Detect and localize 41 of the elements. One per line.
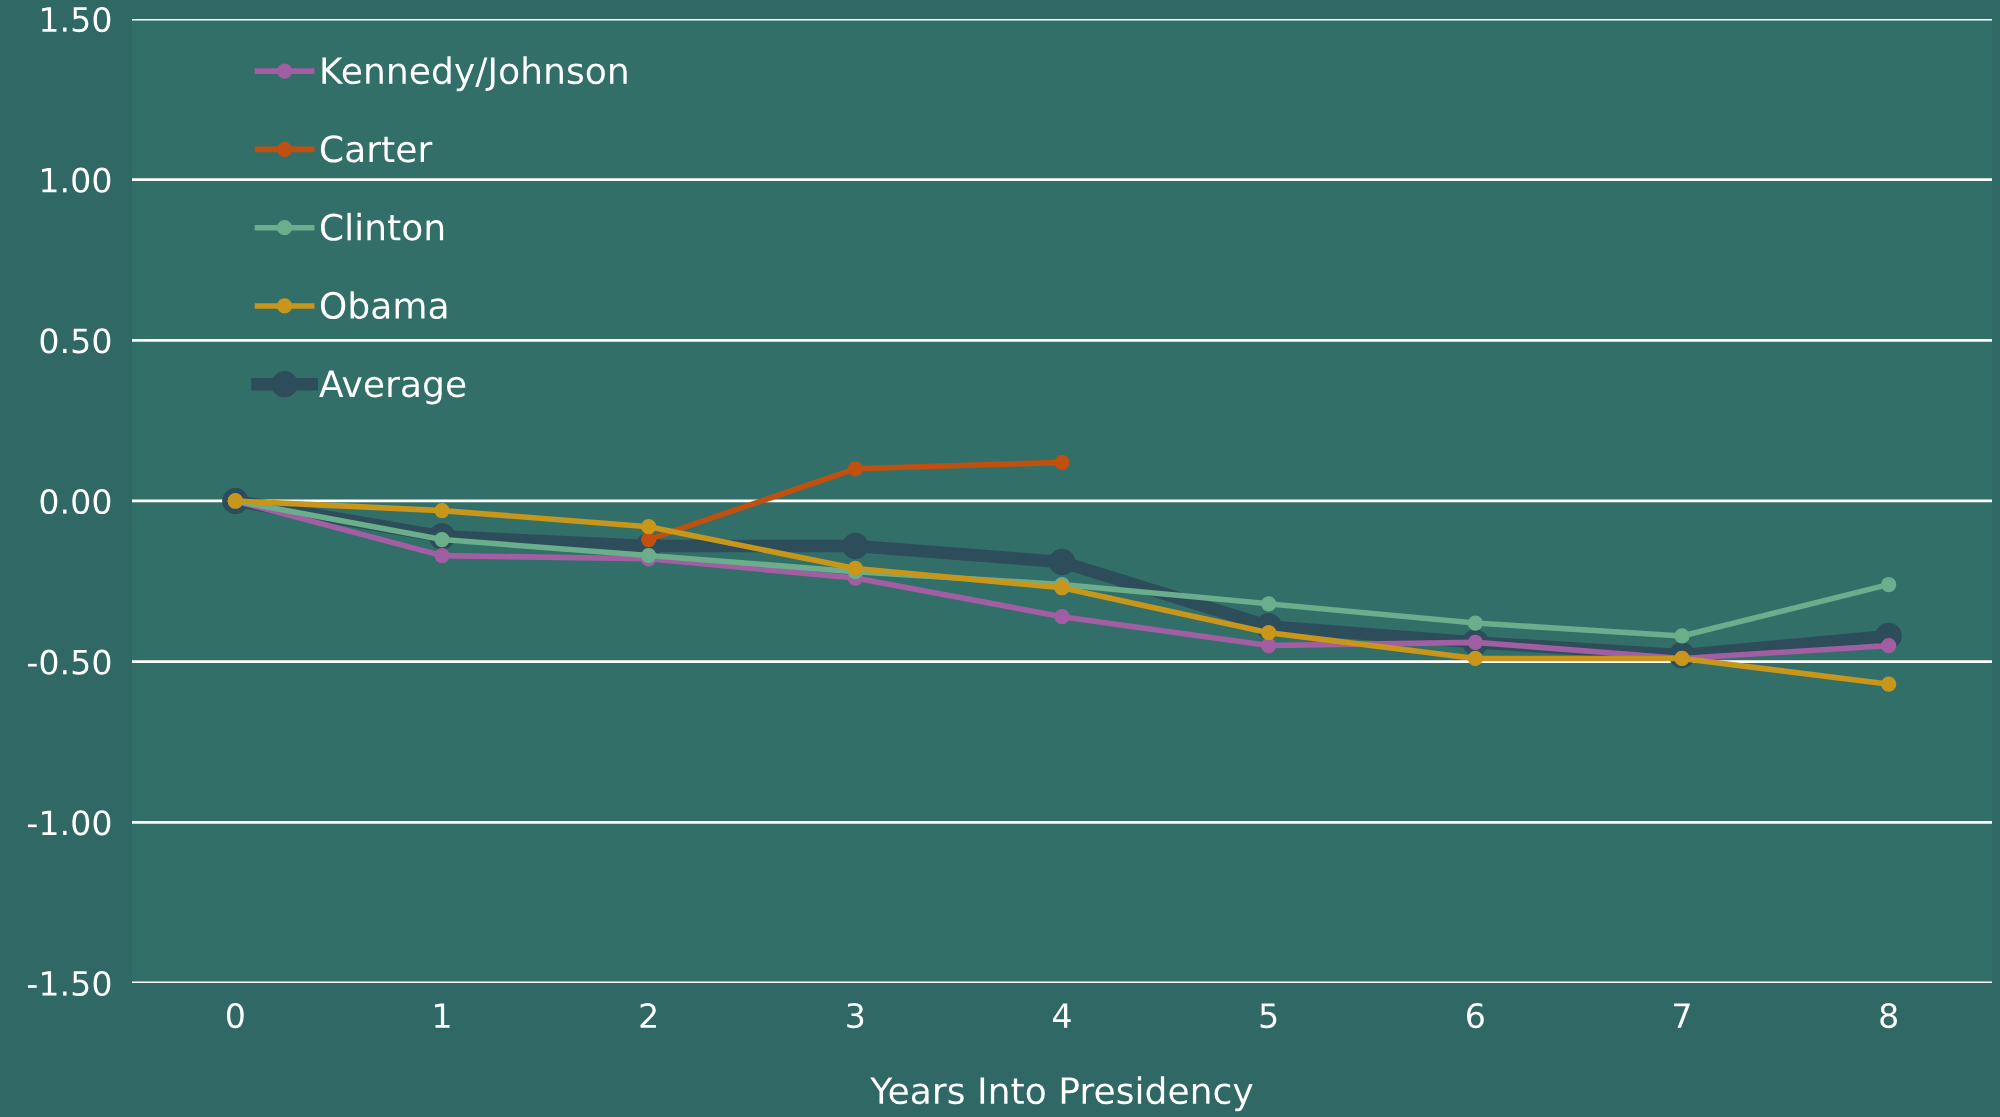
point: [1881, 576, 1897, 593]
x-tick-label: 3: [847, 1002, 864, 1029]
y-tick-label: 0.50: [40, 328, 111, 354]
point: [1674, 628, 1690, 644]
point: [434, 502, 450, 519]
point: [1467, 615, 1483, 631]
point: [1467, 650, 1483, 667]
y-tick-label: -1.00: [27, 810, 111, 836]
legend-label: Average: [319, 370, 466, 405]
x-tick-label: 1: [435, 1003, 450, 1028]
legend-label: Clinton: [320, 212, 444, 241]
y-tick-label: 1.00: [42, 167, 111, 193]
point: [1881, 676, 1897, 692]
y-tick-label: -1.50: [27, 970, 111, 997]
point: [842, 532, 869, 560]
point: [847, 461, 863, 477]
y-tick-label: 1.50: [42, 6, 111, 33]
point: [1054, 609, 1070, 625]
legend-label: Kennedy/Johnson: [322, 56, 627, 92]
point: [1054, 454, 1070, 471]
y-tick-label: -0.50: [27, 649, 111, 675]
point: [1261, 596, 1277, 612]
point: [434, 547, 450, 564]
point: [847, 560, 863, 577]
x-tick-label: 4: [1053, 1003, 1071, 1028]
point: [1054, 580, 1070, 596]
point: [1261, 637, 1277, 654]
x-tick-label: 2: [640, 1002, 656, 1028]
point: [1048, 548, 1076, 576]
x-tick-label: 6: [1467, 1002, 1484, 1029]
x-tick-label: 0: [226, 1002, 244, 1029]
legend-label: Obama: [320, 291, 447, 320]
legend-label: Carter: [320, 135, 433, 163]
x-tick-label: 8: [1880, 1002, 1897, 1029]
point: [641, 547, 657, 564]
y-tick-label: 0.00: [40, 488, 111, 515]
x-axis-title: Years Into Presidency: [870, 1076, 1253, 1112]
point: [1881, 637, 1897, 654]
x-tick-label: 5: [1260, 1003, 1277, 1029]
x-tick-label: 7: [1674, 1003, 1690, 1028]
point: [641, 519, 657, 535]
